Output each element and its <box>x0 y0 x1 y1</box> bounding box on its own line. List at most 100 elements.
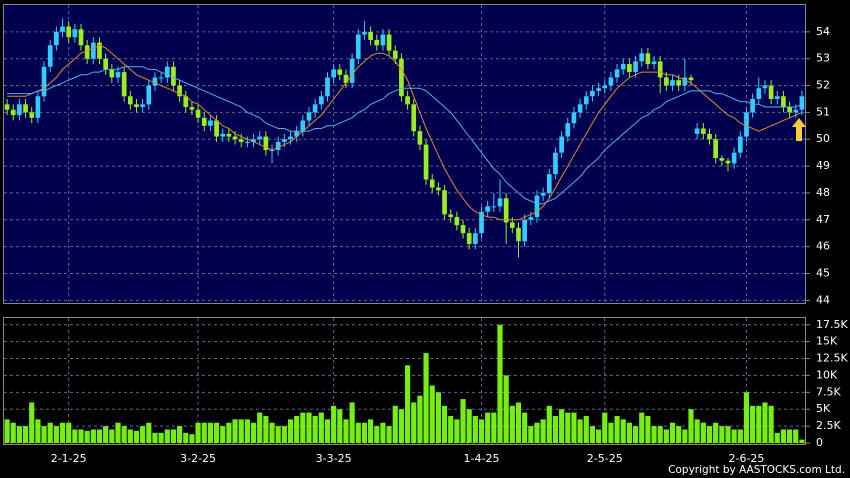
volume-bar <box>226 422 232 443</box>
candle-body <box>294 131 300 137</box>
volume-bar <box>232 419 238 443</box>
volume-bar <box>103 426 109 443</box>
volume-bar <box>84 430 90 443</box>
candle-body <box>312 104 318 113</box>
volume-bar <box>281 426 287 443</box>
volume-bar <box>768 405 774 443</box>
candle-body <box>275 141 281 150</box>
volume-bar <box>164 429 170 443</box>
volume-bar <box>503 375 509 443</box>
y-tick-label: 50 <box>816 132 830 145</box>
candle-body <box>10 109 16 116</box>
volume-bar <box>509 405 515 443</box>
candle-body <box>768 85 774 99</box>
volume-bar <box>201 422 207 443</box>
candle-body <box>195 109 201 118</box>
volume-bar <box>466 409 472 443</box>
volume-bar <box>515 402 522 443</box>
y-tick-label: 10K <box>816 368 838 381</box>
candle-body <box>694 128 700 134</box>
volume-bar <box>349 402 355 443</box>
candle-body <box>4 104 10 110</box>
volume-bar <box>177 426 183 443</box>
volume-bar <box>312 415 318 443</box>
volume-bar <box>669 422 676 443</box>
x-tick-label: 2-6-25 <box>728 452 764 465</box>
candle-body <box>781 96 786 108</box>
volume-bar <box>195 422 201 443</box>
volume-bar <box>596 429 602 443</box>
candle-body <box>633 61 638 73</box>
volume-bar <box>398 409 405 443</box>
candle-body <box>762 85 768 89</box>
candle-body <box>645 53 651 65</box>
candle-body <box>774 96 780 99</box>
volume-bar <box>361 422 368 443</box>
candle-body <box>602 85 608 89</box>
volume-bar <box>725 426 731 443</box>
candle-body <box>731 152 737 164</box>
volume-bar <box>546 405 552 443</box>
volume-bar <box>109 429 115 443</box>
candle-body <box>164 66 170 78</box>
volume-bar <box>743 392 750 443</box>
volume-bar <box>207 422 213 443</box>
volume-bar <box>620 419 626 443</box>
candle-body <box>577 104 583 113</box>
x-tick-label: 1-4-25 <box>464 452 500 465</box>
volume-bar <box>90 429 96 443</box>
volume-bar <box>645 415 651 443</box>
volume-bar <box>602 412 608 443</box>
candle-body <box>78 29 84 46</box>
price-panel <box>3 4 806 304</box>
volume-bar <box>700 422 706 443</box>
volume-bar <box>787 429 793 443</box>
volume-bar <box>250 422 257 443</box>
volume-bar <box>780 429 787 443</box>
volume-bar <box>78 429 84 443</box>
volume-bar <box>534 422 540 443</box>
volume-bar <box>441 405 448 443</box>
volume-bar <box>651 426 657 443</box>
candle-body <box>516 227 521 242</box>
candle-body <box>417 131 423 145</box>
candle-body <box>121 72 127 97</box>
candle-body <box>54 31 59 46</box>
candle-body <box>238 139 244 142</box>
y-tick-label: 45 <box>816 266 830 279</box>
volume-bar <box>189 434 195 443</box>
candle-body <box>509 222 515 228</box>
candle-body <box>411 104 417 132</box>
candle-body <box>362 31 367 35</box>
volume-bar <box>133 430 140 443</box>
volume-bar <box>331 405 337 443</box>
candle-body <box>436 187 441 191</box>
volume-bar <box>404 365 411 443</box>
candle-body <box>183 96 189 108</box>
x-tick-label: 2-5-25 <box>587 452 623 465</box>
candle-body <box>226 133 232 137</box>
y-tick-label: 0 <box>816 436 823 449</box>
candle-body <box>127 96 133 105</box>
candle-body <box>522 219 527 242</box>
volume-bar <box>485 412 491 443</box>
y-tick-label: 52 <box>816 79 830 92</box>
volume-bar <box>639 412 645 443</box>
candle-body <box>713 139 718 159</box>
volume-bar <box>472 415 478 443</box>
candle-body <box>72 29 78 38</box>
volume-bar <box>497 324 503 443</box>
candle-body <box>620 64 626 70</box>
candle-body <box>355 34 361 59</box>
candle-body <box>146 85 152 105</box>
volume-bar <box>127 429 133 443</box>
candle-body <box>682 77 688 86</box>
volume-bar <box>146 422 152 443</box>
candle-body <box>35 96 41 118</box>
candle-body <box>177 85 182 97</box>
candle-body <box>719 158 725 161</box>
volume-bar <box>29 402 35 443</box>
volume-bar <box>275 426 281 443</box>
volume-bar <box>10 422 16 443</box>
volume-bar <box>263 415 269 443</box>
